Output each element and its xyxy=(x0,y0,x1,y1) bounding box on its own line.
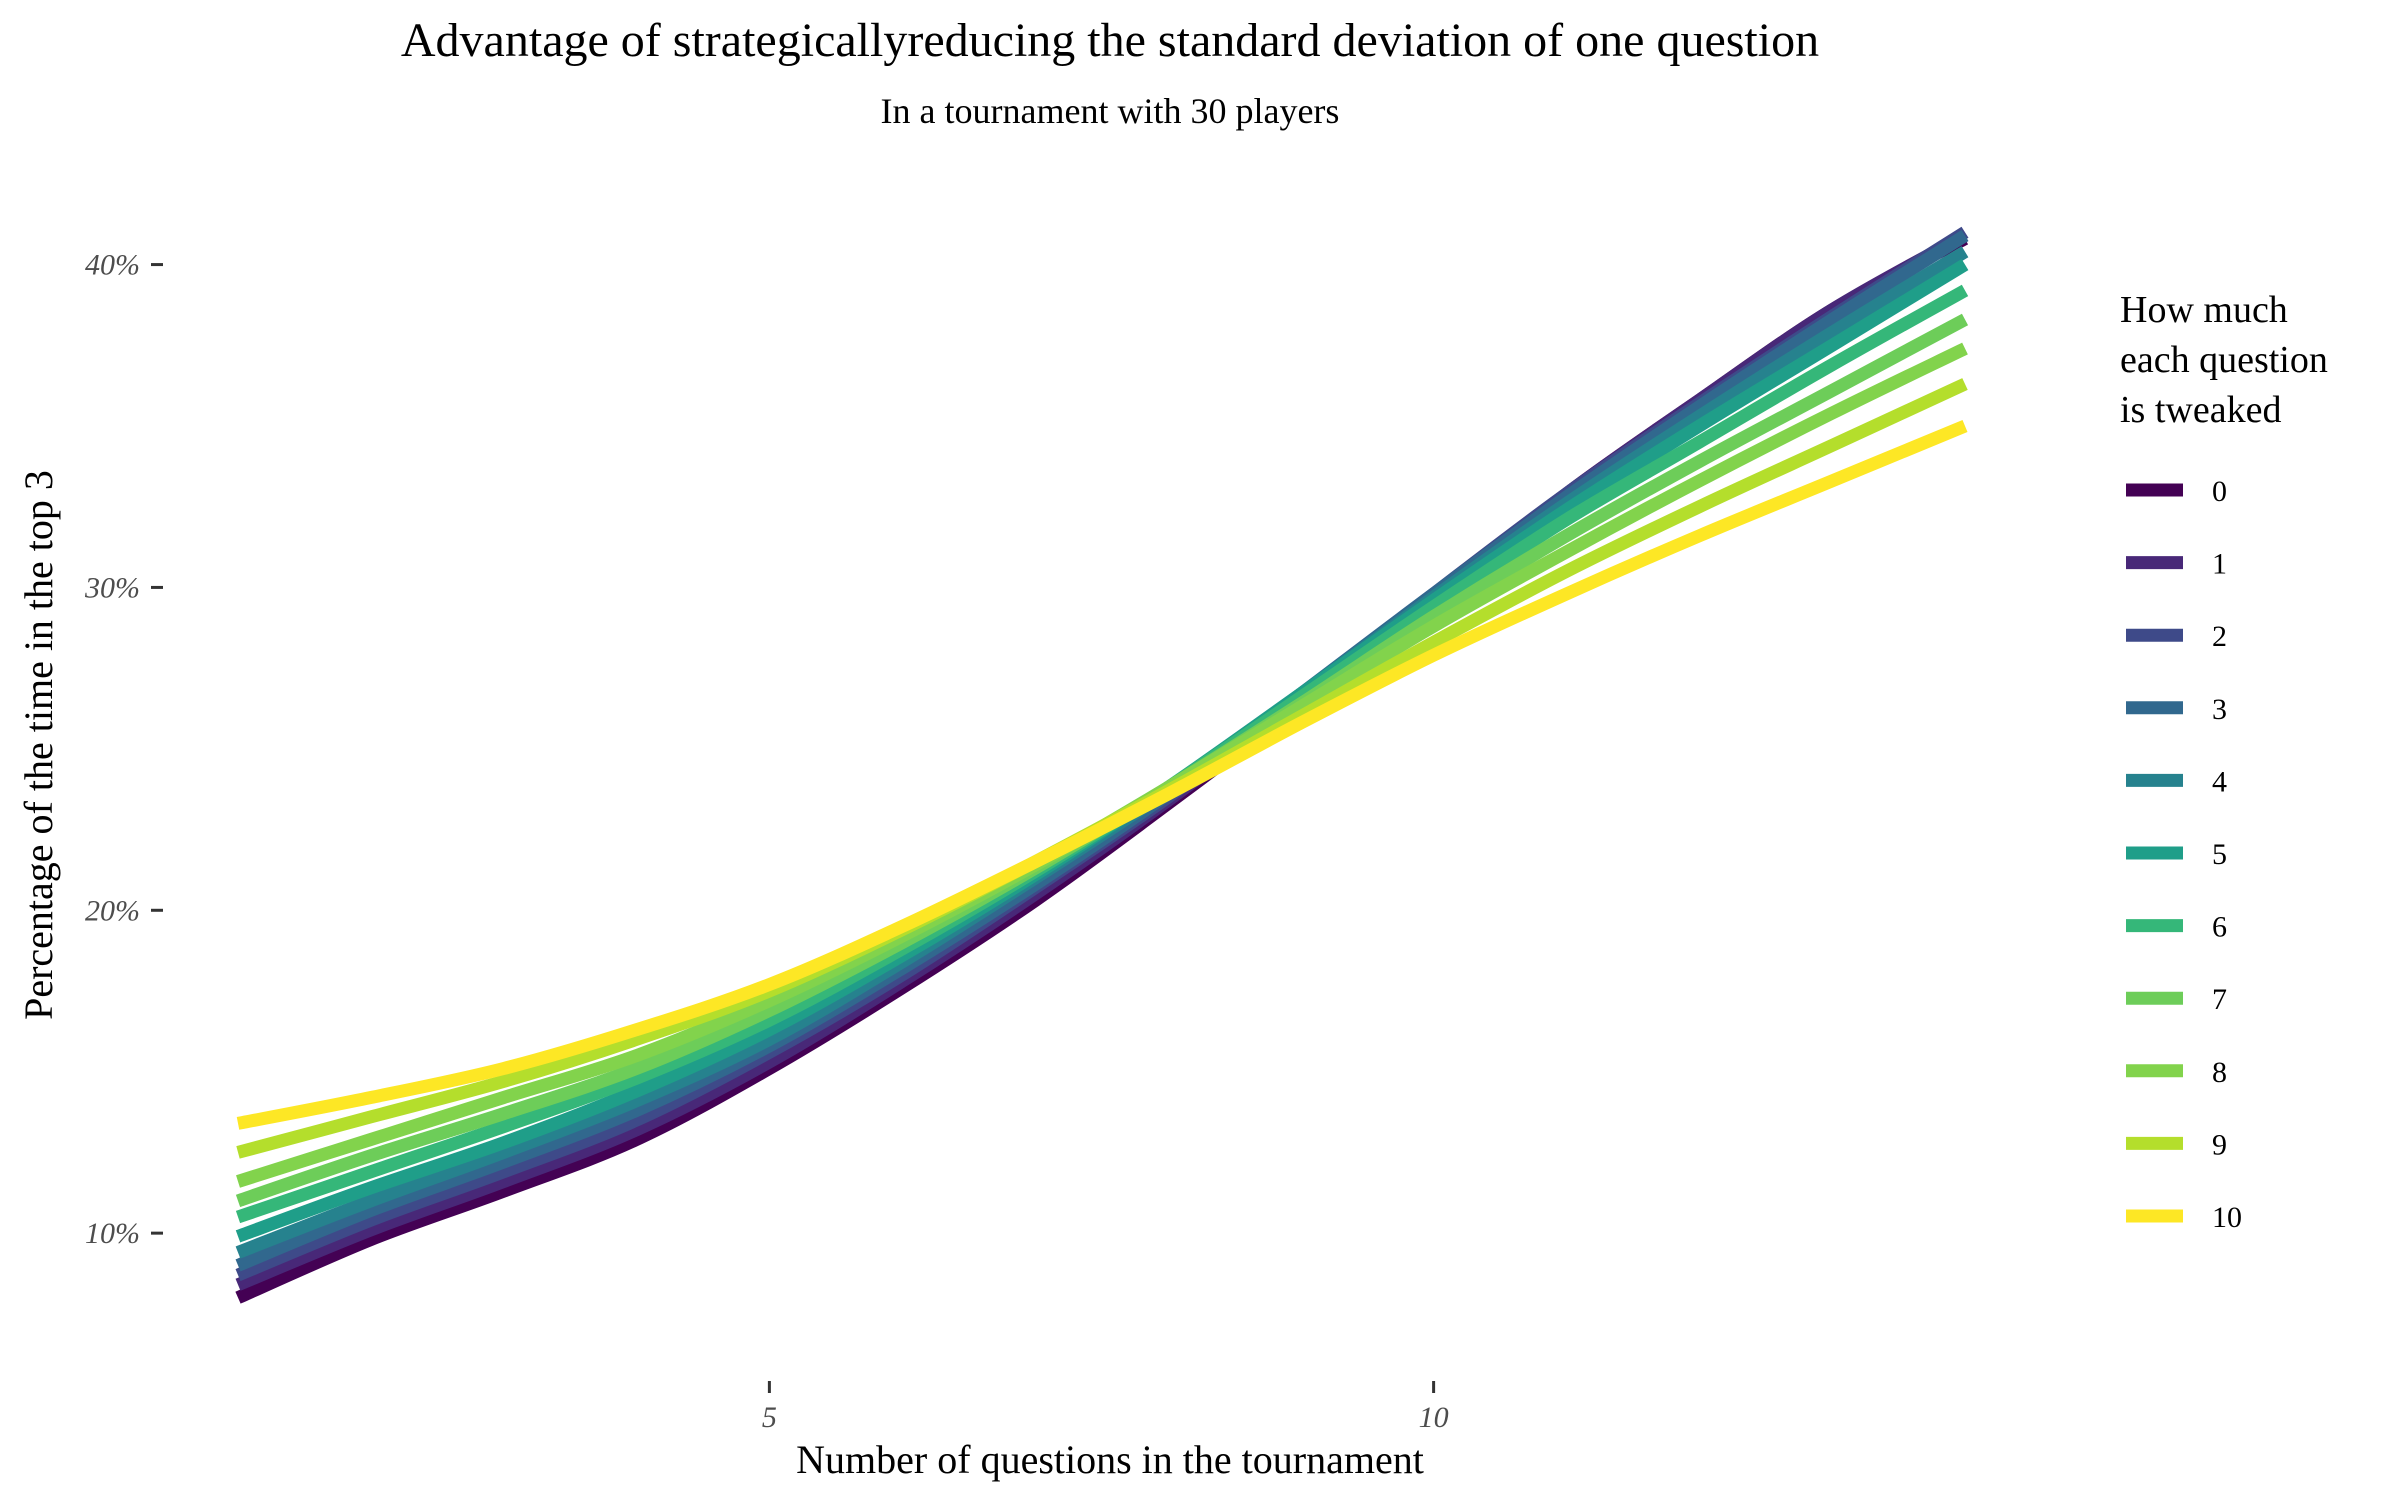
legend-label-2: 2 xyxy=(2212,620,2227,653)
series-line-9 xyxy=(236,378,1968,1159)
y-tick-label: 30% xyxy=(84,571,140,604)
legend-label-1: 1 xyxy=(2212,548,2227,581)
y-tick-label: 40% xyxy=(85,249,140,282)
legend-label-8: 8 xyxy=(2212,1056,2227,1089)
x-axis: 5 10 xyxy=(762,1381,1449,1434)
legend-label-4: 4 xyxy=(2212,765,2227,798)
legend-label-3: 3 xyxy=(2212,693,2227,726)
legend-label-9: 9 xyxy=(2212,1128,2227,1161)
series-line-10 xyxy=(236,419,1968,1130)
legend-label-7: 7 xyxy=(2212,983,2227,1016)
plot-lines xyxy=(235,226,1969,1304)
y-tick-label: 20% xyxy=(85,894,140,927)
chart-subtitle: In a tournament with 30 players xyxy=(881,91,1340,131)
legend: How much each question is tweaked 0 1 2 3 4 5 6 7 8… xyxy=(2120,289,2328,1234)
legend-label-10: 10 xyxy=(2212,1201,2242,1234)
y-axis-title: Percentage of the time in the top 3 xyxy=(16,470,61,1020)
legend-label-0: 0 xyxy=(2212,475,2227,508)
y-axis: 10% 20% 30% 40% xyxy=(84,249,163,1250)
chart-title: Advantage of strategicallyreducing the s… xyxy=(401,14,1819,67)
legend-label-5: 5 xyxy=(2212,838,2227,871)
series-line-8 xyxy=(236,342,1968,1188)
y-tick-label: 10% xyxy=(85,1217,140,1250)
legend-title: is tweaked xyxy=(2120,389,2281,431)
legend-title: each question xyxy=(2120,339,2328,381)
legend-title: How much xyxy=(2120,289,2288,331)
x-tick-label: 5 xyxy=(762,1401,777,1434)
legend-label-6: 6 xyxy=(2212,911,2227,944)
x-tick-label: 10 xyxy=(1419,1401,1449,1434)
x-axis-title: Number of questions in the tournament xyxy=(796,1437,1424,1482)
